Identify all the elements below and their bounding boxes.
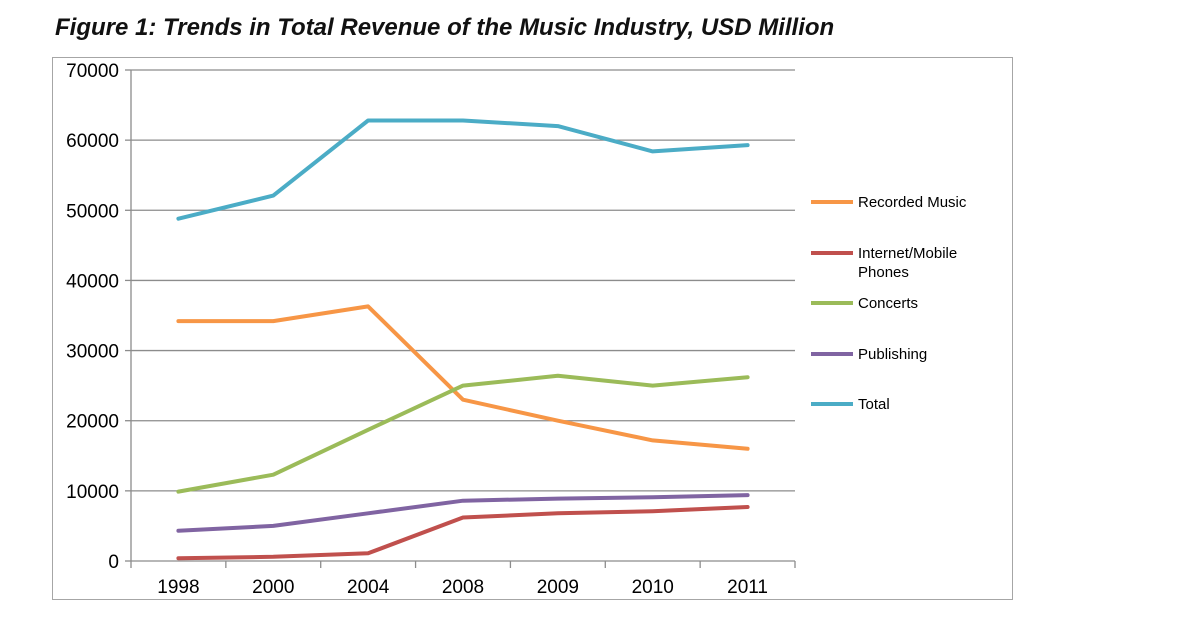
y-tick-label: 20000 bbox=[66, 412, 119, 433]
series-line-publishing bbox=[176, 493, 750, 533]
series-line-recorded-music bbox=[176, 304, 750, 451]
legend-item-total: Total bbox=[811, 396, 890, 413]
legend-item-recorded-music: Recorded Music bbox=[811, 194, 967, 211]
axes: 0 10000 20000 30000 40000 50000 60000 70000 1998… bbox=[66, 61, 796, 598]
x-tick-label: 2011 bbox=[727, 577, 768, 598]
x-tick-label: 2000 bbox=[252, 577, 294, 598]
series-line-internet-mobile-phones bbox=[176, 505, 750, 561]
gridlines bbox=[131, 69, 795, 492]
y-tick-label: 70000 bbox=[66, 61, 119, 82]
series-lines bbox=[176, 118, 750, 561]
legend-item-publishing: Publishing bbox=[811, 346, 927, 363]
y-tick-label: 50000 bbox=[66, 201, 119, 222]
legend-item-concerts: Concerts bbox=[811, 295, 918, 312]
x-tick-label: 1998 bbox=[157, 577, 199, 598]
chart-frame bbox=[52, 57, 1013, 600]
x-tick-label: 2008 bbox=[442, 577, 484, 598]
x-tick-label: 2004 bbox=[347, 577, 390, 598]
y-tick-label: 40000 bbox=[66, 271, 119, 292]
series-line-total bbox=[176, 118, 750, 221]
legend-label: Internet/Mobile Phones bbox=[858, 245, 957, 281]
legend-label: Total bbox=[858, 396, 890, 413]
legend-label: Concerts bbox=[858, 295, 918, 312]
y-tick-label: 0 bbox=[108, 552, 119, 573]
y-tick-label: 30000 bbox=[66, 342, 119, 363]
legend-label: Publishing bbox=[858, 346, 927, 363]
y-tick-label: 60000 bbox=[66, 131, 119, 152]
legend: Recorded Music Internet/Mobile Phones Conce… bbox=[811, 194, 967, 413]
y-tick-label: 10000 bbox=[66, 482, 119, 503]
series-line-concerts bbox=[176, 373, 750, 494]
x-tick-label: 2010 bbox=[632, 577, 674, 598]
legend-label: Recorded Music bbox=[858, 194, 967, 211]
x-tick-label: 2009 bbox=[537, 577, 579, 598]
chart-title: Figure 1: Trends in Total Revenue of the… bbox=[55, 14, 835, 41]
legend-item-internet-mobile-phones: Internet/Mobile Phones bbox=[811, 245, 957, 281]
